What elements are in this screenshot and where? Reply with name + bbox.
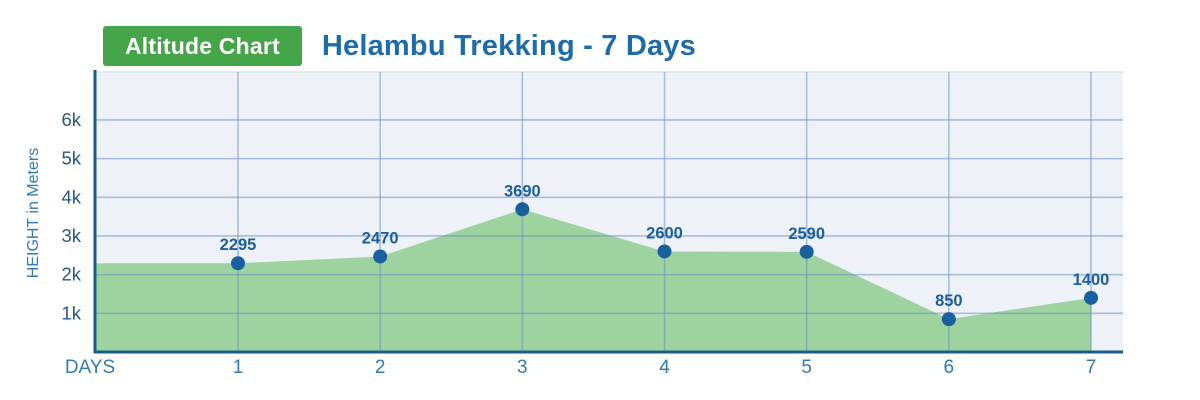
data-point-day-4 [657,244,672,259]
x-tick-label-day-3: 3 [517,357,528,378]
x-tick-label-day-2: 2 [375,357,386,378]
x-tick-label-day-1: 1 [233,357,244,378]
data-point-day-1 [231,256,245,271]
y-tick-label-3k: 3k [61,225,81,246]
data-point-day-5 [799,244,814,259]
y-tick-label-4k: 4k [61,186,81,207]
y-tick-label-5k: 5k [61,148,81,169]
x-tick-label-day-4: 4 [659,357,670,378]
value-label-day-2: 2470 [362,229,399,247]
y-tick-label-6k: 6k [61,109,81,130]
chart-header: Altitude Chart Helambu Trekking - 7 Days [103,26,696,66]
altitude-area-fill [95,209,1092,352]
value-label-day-5: 2590 [788,225,825,243]
x-axis-title: DAYS [65,357,115,378]
data-point-day-6 [941,312,956,327]
value-label-day-7: 1400 [1073,271,1110,289]
data-point-day-2 [373,249,388,264]
x-tick-label-day-6: 6 [944,357,955,378]
value-label-day-3: 3690 [504,182,541,200]
altitude-chart-badge: Altitude Chart [103,26,302,66]
x-tick-label-day-5: 5 [801,357,812,378]
value-label-day-4: 2600 [646,224,683,242]
y-tick-label-2k: 2k [61,264,81,285]
value-label-day-6: 850 [935,292,963,310]
data-point-day-3 [515,202,530,217]
value-label-day-1: 2295 [220,236,257,254]
page-title: Helambu Trekking - 7 Days [321,29,696,62]
y-tick-label-1k: 1k [61,302,81,323]
data-point-day-7 [1084,290,1099,305]
y-axis-title: HEIGHT in Meters [25,148,42,278]
x-tick-label-day-7: 7 [1086,357,1097,378]
